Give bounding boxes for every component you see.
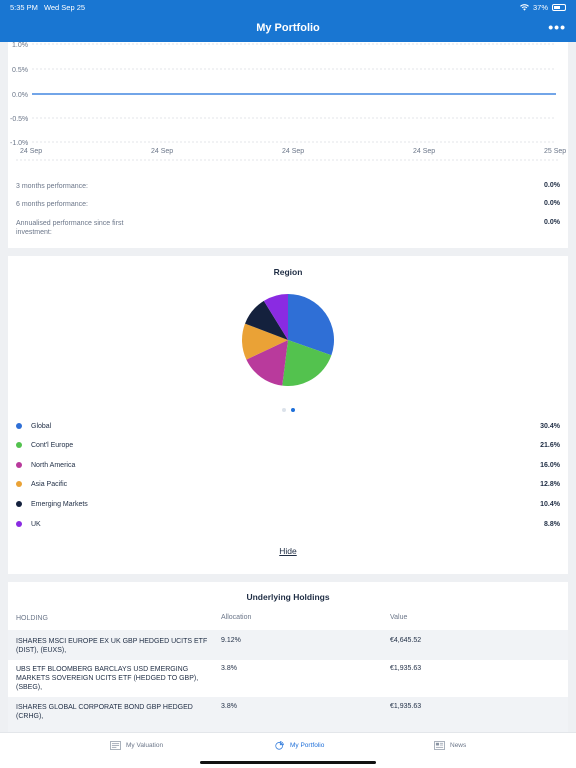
tab-label: My Valuation	[126, 742, 164, 749]
tab-label: News	[450, 742, 467, 749]
region-pie-chart	[242, 294, 334, 386]
holding-value: €1,935.63	[390, 665, 422, 672]
y-tick: -0.5%	[10, 116, 28, 123]
holding-value: €1,935.63	[390, 703, 422, 710]
valuation-icon	[110, 741, 121, 750]
x-tick: 24 Sep	[151, 148, 173, 155]
legend-label: UK	[31, 520, 41, 528]
page-dot[interactable]	[282, 408, 286, 412]
legend-value: 10.4%	[540, 500, 560, 508]
pie-slice-emerging-markets	[245, 300, 288, 340]
wifi-icon	[520, 3, 529, 11]
region-title: Region	[273, 267, 303, 277]
legend-value: 12.8%	[540, 480, 560, 488]
more-options-button[interactable]: •••	[548, 19, 566, 35]
y-tick: 1.0%	[12, 42, 28, 49]
page-dot-active[interactable]	[291, 408, 295, 412]
tab-label: My Portfolio	[290, 742, 325, 749]
legend-swatch	[16, 442, 22, 448]
navigation-bar: My Portfolio •••	[0, 14, 576, 42]
holding-allocation: 3.8%	[221, 703, 237, 710]
legend-item-contl-europe: Cont'l Europe 21.6%	[16, 439, 560, 451]
page-title: My Portfolio	[256, 22, 320, 34]
holding-name: ISHARES GLOBAL CORPORATE BOND GBP HEDGED…	[16, 704, 193, 720]
page-indicator	[282, 408, 295, 412]
x-tick: 24 Sep	[282, 148, 304, 155]
legend-value: 8.8%	[544, 520, 560, 528]
y-tick: -1.0%	[10, 140, 28, 147]
battery-icon	[552, 3, 566, 11]
holding-name: UBS ETF BLOOMBERG BARCLAYS USD EMERGING …	[16, 666, 199, 691]
perf-label: Annualised performance since first inves…	[16, 220, 124, 236]
legend-value: 30.4%	[540, 422, 560, 430]
legend-swatch	[16, 423, 22, 429]
performance-card: 1.0% 0.5% 0.0% -0.5% -1.0% 24 Sep 24 Sep…	[8, 42, 568, 248]
legend-label: Emerging Markets	[31, 500, 88, 508]
holding-allocation: 3.8%	[221, 665, 237, 672]
legend-item-north-america: North America 16.0%	[16, 459, 560, 471]
legend-value: 21.6%	[540, 441, 560, 449]
table-row[interactable]: ISHARES MSCI EUROPE EX UK GBP HEDGED UCI…	[8, 630, 568, 660]
battery-percent: 37%	[532, 2, 548, 12]
legend-label: North America	[31, 461, 76, 469]
status-date: Wed Sep 25	[43, 2, 86, 12]
holding-allocation: 9.12%	[221, 637, 241, 644]
legend-item-global: Global 30.4%	[16, 420, 560, 432]
perf-value: 0.0%	[544, 182, 560, 189]
x-axis-ticks: 24 Sep 24 Sep 24 Sep 24 Sep 25 Sep	[20, 148, 566, 155]
column-header-allocation: Allocation	[221, 614, 252, 621]
perf-row-3-months: 3 months performance: 0.0%	[16, 182, 560, 191]
perf-row-6-months: 6 months performance: 0.0%	[16, 200, 560, 209]
tab-my-portfolio[interactable]: My Portfolio	[274, 741, 324, 750]
legend-label: Global	[31, 422, 52, 430]
perf-label: 3 months performance:	[16, 183, 88, 190]
legend-label: Cont'l Europe	[31, 441, 74, 449]
holdings-table-header: Holding Allocation Value	[8, 614, 568, 626]
hide-button[interactable]: Hide	[279, 546, 297, 556]
x-tick: 24 Sep	[20, 148, 42, 155]
pie-slice-asia-pacific	[242, 323, 288, 360]
x-tick: 24 Sep	[413, 148, 435, 155]
perf-label: 6 months performance:	[16, 201, 88, 208]
legend-item-asia-pacific: Asia Pacific 12.8%	[16, 478, 560, 490]
column-header-holding: Holding	[16, 615, 48, 622]
holdings-title: Underlying Holdings	[246, 592, 330, 602]
home-indicator	[200, 761, 376, 764]
tab-bar: My Valuation My Portfolio News	[0, 732, 576, 768]
legend-item-uk: UK 8.8%	[16, 518, 560, 530]
y-tick: 0.5%	[12, 67, 28, 74]
legend-item-emerging-markets: Emerging Markets 10.4%	[16, 498, 560, 510]
status-bar: 5:35 PM Wed Sep 25 37%	[0, 0, 576, 14]
pie-slice-uk	[263, 294, 288, 340]
table-row[interactable]: ISHARES GLOBAL CORPORATE BOND GBP HEDGED…	[8, 697, 568, 732]
region-card: Region Global 30.4% Cont'l Europe 21.6% …	[8, 256, 568, 574]
newspaper-icon	[434, 741, 445, 750]
pie-slice-cont-l-europe	[282, 340, 332, 386]
pie-slice-global	[288, 294, 334, 356]
performance-line-chart: 1.0% 0.5% 0.0% -0.5% -1.0% 24 Sep 24 Sep…	[10, 42, 566, 161]
perf-row-annualised: Annualised performance since first inves…	[16, 219, 560, 237]
perf-value: 0.0%	[544, 219, 560, 226]
legend-swatch	[16, 521, 22, 527]
legend-swatch	[16, 481, 22, 487]
holding-value: €4,645.52	[390, 637, 422, 644]
x-tick: 25 Sep	[544, 148, 566, 155]
holding-name: ISHARES MSCI EUROPE EX UK GBP HEDGED UCI…	[16, 638, 208, 654]
legend-value: 16.0%	[540, 461, 560, 469]
legend-swatch	[16, 501, 22, 507]
column-header-value: Value	[390, 614, 408, 621]
table-row[interactable]: UBS ETF BLOOMBERG BARCLAYS USD EMERGING …	[8, 660, 568, 697]
holdings-card: Underlying Holdings Holding Allocation V…	[8, 582, 568, 732]
tab-news[interactable]: News	[434, 741, 466, 750]
tab-my-valuation[interactable]: My Valuation	[110, 741, 163, 750]
legend-swatch	[16, 462, 22, 468]
chart-gridlines	[16, 43, 560, 161]
y-tick: 0.0%	[12, 92, 28, 99]
status-time: 5:35 PM	[10, 2, 38, 12]
legend-label: Asia Pacific	[31, 480, 68, 488]
pie-slice-north-america	[246, 340, 288, 386]
y-axis-ticks: 1.0% 0.5% 0.0% -0.5% -1.0%	[10, 42, 28, 147]
pie-chart-icon	[275, 741, 284, 750]
perf-value: 0.0%	[544, 200, 560, 207]
